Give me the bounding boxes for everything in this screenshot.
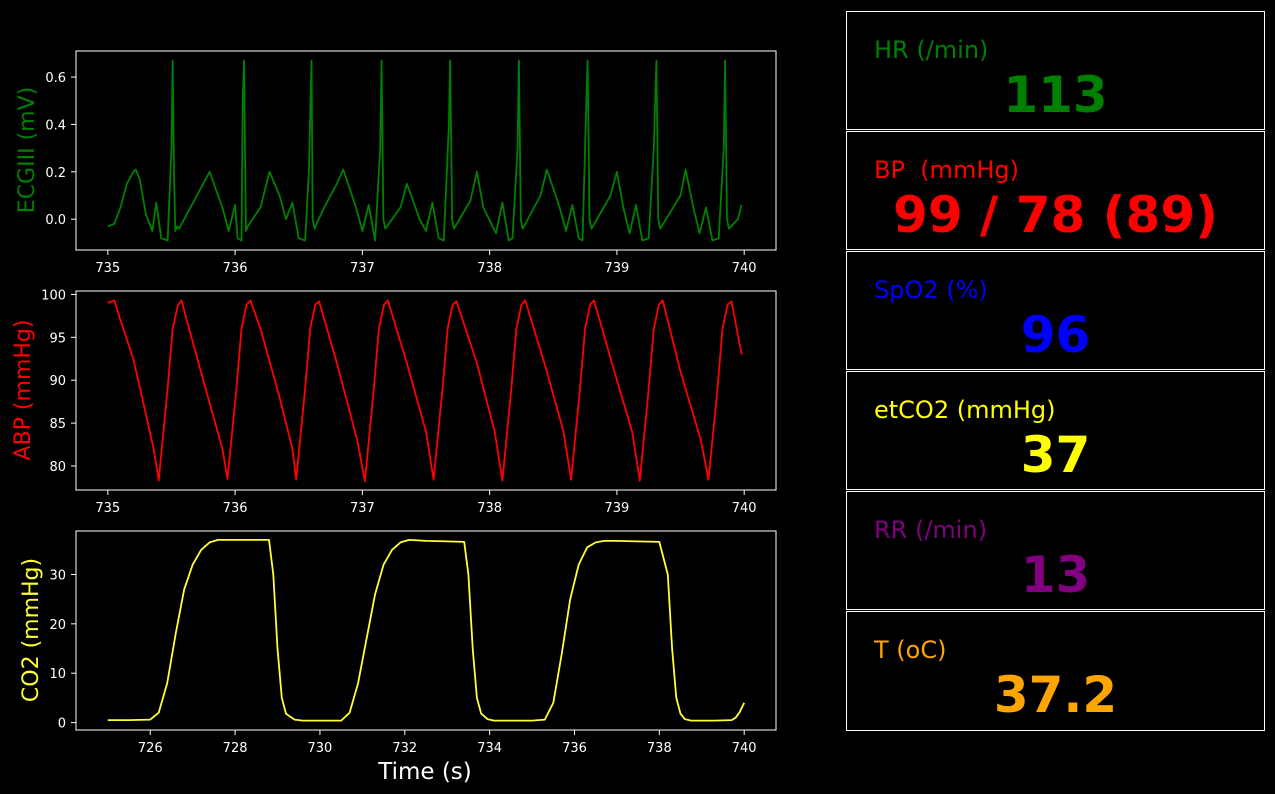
hr-value: 113 (1003, 66, 1108, 124)
abp-xtick-label: 740 (732, 501, 757, 516)
ecg-ytick-label: 0.6 (45, 71, 66, 86)
hr-panel: HR (/min) 113 (846, 11, 1265, 130)
abp-series-line (107, 299, 743, 483)
ecg-xtick-label: 737 (350, 261, 375, 276)
abp-ytick-label: 90 (49, 374, 66, 389)
etco2-value: 37 (1020, 426, 1091, 484)
abp-ylabel: ABP (mmHg) (11, 320, 36, 461)
ecg-xtick-label: 740 (732, 261, 757, 276)
co2-ytick-label: 0 (58, 717, 66, 732)
rr-value: 13 (1020, 546, 1091, 604)
co2-xtick-label: 730 (308, 741, 333, 756)
co2-ytick-label: 20 (49, 618, 66, 633)
abp-ytick-label: 80 (49, 460, 66, 475)
temp-panel: T (oC) 37.2 (846, 611, 1265, 731)
ecg-xtick-label: 739 (604, 261, 629, 276)
co2-xtick-label: 732 (392, 741, 417, 756)
co2-ylabel: CO2 (mmHg) (19, 558, 44, 702)
abp-xtick-label: 735 (95, 501, 120, 516)
co2-xtick-label: 726 (138, 741, 163, 756)
rr-panel: RR (/min) 13 (846, 491, 1265, 610)
spo2-value: 96 (1020, 306, 1091, 364)
spo2-panel: SpO2 (%) 96 (846, 251, 1265, 370)
abp-ytick-label: 85 (49, 417, 66, 432)
spo2-label: SpO2 (%) (874, 276, 988, 304)
abp-plot-frame (75, 290, 777, 491)
bp-value: 99 / 78 (89) (893, 186, 1218, 244)
ecg-ylabel: ECGIII (mV) (15, 87, 40, 213)
ecg-series-line (107, 59, 743, 242)
co2-plot-frame (75, 530, 777, 731)
ecg-xtick-label: 736 (223, 261, 248, 276)
co2-xtick-label: 738 (647, 741, 672, 756)
ecg-ytick-label: 0.2 (45, 166, 66, 181)
co2-xtick-label: 734 (477, 741, 502, 756)
xlabel-time: Time (s) (377, 759, 472, 785)
co2-xtick-label: 728 (223, 741, 248, 756)
etco2-label: etCO2 (mmHg) (874, 396, 1056, 424)
ecg-xtick-label: 738 (477, 261, 502, 276)
co2-xtick-label: 740 (732, 741, 757, 756)
hr-label: HR (/min) (874, 36, 989, 64)
etco2-panel: etCO2 (mmHg) 37 (846, 371, 1265, 490)
bp-panel: BP (mmHg) 99 / 78 (89) (846, 131, 1265, 250)
ecg-plot-frame (75, 50, 777, 251)
ecg-ytick-label: 0.4 (45, 118, 66, 133)
co2-xtick-label: 736 (562, 741, 587, 756)
co2-ytick-label: 10 (49, 667, 66, 682)
abp-ytick-label: 95 (49, 331, 66, 346)
temp-label: T (oC) (874, 636, 947, 664)
abp-xtick-label: 739 (604, 501, 629, 516)
rr-label: RR (/min) (874, 516, 988, 544)
abp-xtick-label: 737 (350, 501, 375, 516)
co2-series-line (107, 539, 746, 722)
co2-ytick-label: 30 (49, 568, 66, 583)
ecg-ytick-label: 0.0 (45, 213, 66, 228)
bp-label: BP (mmHg) (874, 156, 1019, 184)
abp-xtick-label: 736 (223, 501, 248, 516)
temp-value: 37.2 (993, 666, 1118, 724)
abp-ytick-label: 100 (41, 288, 66, 303)
abp-xtick-label: 738 (477, 501, 502, 516)
ecg-xtick-label: 735 (95, 261, 120, 276)
